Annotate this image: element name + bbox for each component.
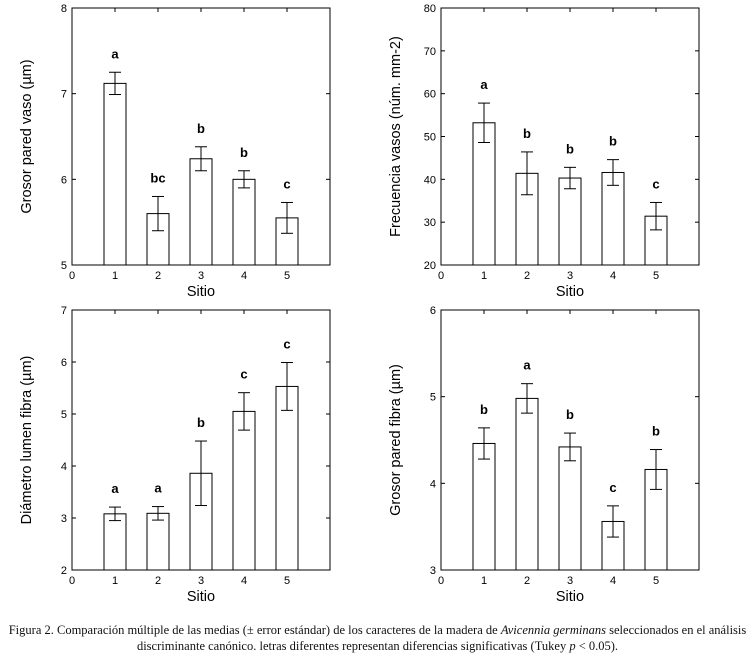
y-tick-label: 8: [61, 3, 67, 15]
y-tick-label: 4: [61, 461, 67, 473]
y-tick-label: 4: [430, 478, 436, 490]
significance-label: c: [283, 337, 290, 352]
y-tick-label: 6: [61, 357, 67, 369]
x-tick-label: 5: [284, 270, 290, 282]
y-tick-label: 60: [424, 89, 436, 101]
bar-sitio-4: [232, 178, 256, 266]
x-tick-label: 1: [481, 270, 487, 282]
x-tick-label: 2: [155, 270, 161, 282]
significance-label: b: [480, 402, 488, 417]
x-axis-title: Sitio: [187, 284, 215, 300]
x-tick-label: 5: [653, 575, 659, 587]
chart-panel-4: 3 4 5 6 0 1 2 3 4 5 b a b c b Sitio Grosor pared fibra (…: [388, 305, 700, 605]
x-tick-label: 0: [69, 575, 75, 587]
bar-sitio-4: [232, 410, 256, 571]
x-tick-label: 1: [481, 575, 487, 587]
significance-label: c: [652, 176, 659, 191]
y-tick-label: 50: [424, 132, 436, 144]
y-tick-label: 20: [424, 260, 436, 272]
chart-panel-3: 2 3 4 5 6 7 0 1 2 3 4 5 a a b c c Sitio Diámetro lumen fib…: [19, 305, 331, 605]
y-axis-title: Grosor pared fibra (µm): [388, 364, 404, 516]
x-tick-label: 3: [567, 270, 573, 282]
bar-sitio-3: [189, 158, 213, 266]
y-tick-label: 2: [61, 565, 67, 577]
x-tick-label: 3: [198, 575, 204, 587]
bar-sitio-1: [472, 122, 496, 266]
y-tick-label: 80: [424, 3, 436, 15]
x-tick-label: 0: [438, 270, 444, 282]
y-tick-label: 40: [424, 174, 436, 186]
x-axis-title: Sitio: [556, 284, 584, 300]
bar-sitio-2: [515, 397, 539, 571]
significance-label: c: [283, 176, 290, 191]
significance-label: b: [609, 134, 617, 149]
x-axis-title: Sitio: [187, 589, 215, 605]
x-tick-label: 2: [524, 575, 530, 587]
bar-sitio-2: [146, 512, 170, 571]
x-tick-label: 4: [610, 575, 616, 587]
significance-label: b: [566, 407, 574, 422]
significance-label: a: [111, 46, 119, 61]
caption-text-2: seleccionados en el análisis discriminan…: [136, 623, 747, 653]
y-tick-label: 3: [430, 565, 436, 577]
significance-label: a: [523, 358, 531, 373]
caption-text-1: Figura 2. Comparación múltiple de las me…: [8, 623, 501, 637]
significance-label: b: [523, 126, 531, 141]
caption-text-3: < 0.05).: [575, 639, 619, 653]
bar-sitio-3: [558, 446, 582, 571]
significance-label: b: [240, 145, 248, 160]
x-tick-label: 5: [284, 575, 290, 587]
x-tick-label: 5: [653, 270, 659, 282]
x-tick-label: 0: [438, 575, 444, 587]
significance-label: c: [240, 367, 247, 382]
x-tick-label: 2: [155, 575, 161, 587]
significance-label: b: [652, 424, 660, 439]
y-tick-label: 5: [430, 392, 436, 404]
x-tick-label: 1: [112, 270, 118, 282]
y-tick-label: 70: [424, 46, 436, 58]
significance-label: c: [609, 480, 616, 495]
x-tick-label: 3: [567, 575, 573, 587]
x-tick-label: 1: [112, 575, 118, 587]
caption-species: Avicennia germinans: [500, 623, 607, 637]
y-tick-label: 7: [61, 305, 67, 317]
x-tick-label: 4: [241, 575, 247, 587]
x-tick-label: 3: [198, 270, 204, 282]
y-axis-title: Grosor pared vaso (µm): [19, 59, 35, 213]
caption-p-symbol: p: [569, 639, 576, 653]
significance-label: b: [197, 121, 205, 136]
y-axis-title: Frecuencia vasos (núm. mm-2): [388, 36, 404, 237]
figure-caption: Figura 2. Comparación múltiple de las me…: [0, 622, 755, 654]
y-tick-label: 30: [424, 217, 436, 229]
significance-label: a: [480, 77, 488, 92]
x-tick-label: 2: [524, 270, 530, 282]
significance-label: bc: [150, 170, 165, 185]
bar-sitio-1: [472, 442, 496, 571]
bar-sitio-1: [103, 513, 127, 571]
y-tick-label: 6: [61, 174, 67, 186]
y-tick-label: 6: [430, 305, 436, 317]
y-tick-label: 7: [61, 89, 67, 101]
bar-sitio-4: [601, 171, 625, 266]
bar-sitio-3: [558, 177, 582, 266]
y-tick-label: 3: [61, 513, 67, 525]
y-axis-title: Diámetro lumen fibra (µm): [19, 356, 35, 525]
significance-label: b: [566, 141, 574, 156]
x-tick-label: 4: [241, 270, 247, 282]
significance-label: a: [154, 481, 162, 496]
x-axis-title: Sitio: [556, 589, 584, 605]
chart-panel-2: 20 30 40 50 60 70 80 0 1 2 3 4 5 a b b b c Sitio Frecuencia…: [388, 3, 700, 300]
y-tick-label: 5: [61, 260, 67, 272]
x-tick-label: 0: [69, 270, 75, 282]
y-tick-label: 5: [61, 409, 67, 421]
significance-label: a: [111, 481, 119, 496]
significance-label: b: [197, 415, 205, 430]
bar-sitio-1: [103, 82, 127, 266]
x-tick-label: 4: [610, 270, 616, 282]
bar-sitio-5: [275, 385, 299, 571]
